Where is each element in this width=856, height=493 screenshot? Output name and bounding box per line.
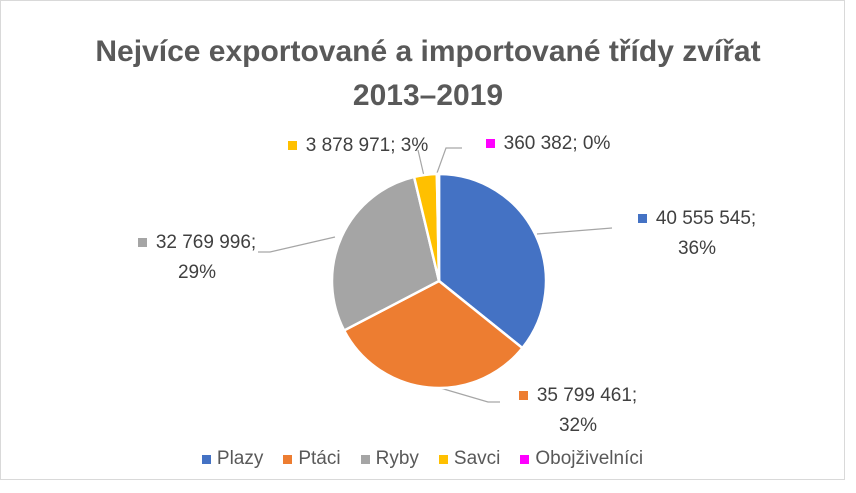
label-marker: [518, 391, 528, 401]
legend-label: Obojživelníci: [535, 448, 644, 469]
chart-title: Nejvíce exportované a importované třídy …: [95, 35, 761, 112]
legend-label: Ptáci: [298, 448, 341, 469]
legend-marker: [283, 454, 293, 464]
data-label-group: 40 555 545; 36%: [622, 204, 772, 264]
legend-marker: [201, 454, 211, 464]
pie-slice: [330, 175, 441, 333]
legend-marker: [360, 454, 370, 464]
data-label: 35 799 461; 32%: [536, 385, 638, 436]
data-label: 40 555 545; 36%: [655, 208, 757, 259]
data-label-group: 360 382; 0%: [468, 129, 628, 159]
legend-label: Ryby: [375, 448, 419, 469]
label-marker: [637, 214, 647, 224]
data-label-group: 35 799 461; 32%: [503, 381, 653, 441]
data-label: 3 878 971; 3%: [305, 135, 429, 156]
data-label-group: 32 769 996; 29%: [122, 228, 272, 288]
legend-marker: [438, 454, 448, 464]
data-label: 360 382; 0%: [503, 133, 611, 154]
legend-marker: [520, 454, 530, 464]
legend-item: Obojživelníci: [520, 448, 643, 470]
legend-item: Savci: [438, 448, 501, 470]
leader-line: [436, 147, 462, 174]
pie-slice: [435, 172, 441, 282]
leader-line: [536, 227, 613, 235]
data-label: 32 769 996; 29%: [155, 232, 257, 283]
legend-item: Plazy: [201, 448, 264, 470]
label-marker: [485, 139, 495, 149]
chart-frame: [0, 0, 845, 480]
data-label-group: 3 878 971; 3%: [268, 131, 448, 161]
legend: Plazy Ptáci Ryby Savci Obojživelníci: [0, 448, 845, 470]
label-marker: [137, 238, 147, 248]
legend-label: Plazy: [216, 448, 264, 469]
leader-line: [429, 384, 500, 403]
pie-slice: [437, 172, 548, 350]
legend-label: Savci: [453, 448, 501, 469]
label-marker: [287, 141, 297, 151]
leader-lines: [258, 147, 613, 403]
leader-line: [258, 236, 336, 253]
legend-item: Ptáci: [283, 448, 341, 470]
leader-line: [417, 149, 425, 177]
legend-item: Ryby: [360, 448, 419, 470]
